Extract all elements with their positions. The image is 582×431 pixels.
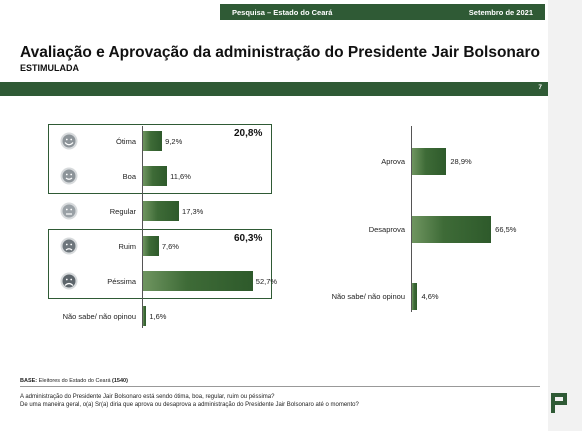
header-bar: Pesquisa – Estado do Ceará Setembro de 2… [220,4,545,20]
value-label: 4,6% [421,292,439,301]
category-label: Não sabe/ não opinou [62,312,136,321]
bar [412,216,492,243]
bar [143,166,168,186]
value-label: 66,5% [495,225,517,234]
title-divider: 7 [0,82,548,96]
very-sad-face-icon [60,272,78,290]
bar [412,283,418,310]
value-label: 9,2% [165,137,183,146]
page-title: Avaliação e Aprovação da administração d… [20,44,541,61]
base-label: BASE: [20,378,38,384]
value-label: 11,6% [170,172,191,181]
neutral-face-icon [60,202,78,220]
question-evaluation: A administração do Presidente Jair Bolso… [20,394,275,400]
value-label: 1,6% [149,312,167,321]
category-label: Ruim [118,242,136,251]
base-count: (1540) [112,378,128,384]
category-label: Boa [122,172,136,181]
footer-base: BASE: Eleitores do Estado do Ceará (1540… [20,378,128,384]
bar [143,201,180,221]
group-box [48,124,272,194]
survey-date: Setembro de 2021 [468,8,533,17]
value-label: 7,6% [161,242,179,251]
category-label: Desaprova [368,225,405,234]
bar [412,148,447,175]
y-axis [411,126,412,312]
smile-very-happy-icon [60,132,78,150]
bar [143,271,253,291]
category-label: Aprova [381,157,405,166]
page-number: 7 [538,84,542,91]
group-sum-label: 20,8% [234,128,263,139]
question-approval: De uma maneira geral, o(a) Sr(a) diria q… [20,402,359,408]
smile-happy-icon [60,167,78,185]
value-label: 28,9% [450,157,472,166]
base-text: Eleitores do Estado do Ceará [37,378,113,384]
survey-name: Pesquisa – Estado do Ceará [232,8,333,17]
footer-divider [20,386,540,387]
category-label: Regular [109,207,136,216]
bar [143,236,159,256]
page-edge [548,0,582,431]
category-label: Péssima [107,277,136,286]
bar [143,306,147,326]
y-axis [142,126,143,328]
page-subtitle: ESTIMULADA [20,63,79,73]
bar [143,131,163,151]
category-label: Não sabe/ não opinou [331,292,405,301]
category-label: Ótima [115,137,136,146]
brand-logo-icon [551,393,567,413]
group-sum-label: 60,3% [234,233,263,244]
value-label: 17,3% [182,207,204,216]
value-label: 52,7% [255,277,278,286]
group-box [48,229,272,299]
sad-face-icon [60,237,78,255]
